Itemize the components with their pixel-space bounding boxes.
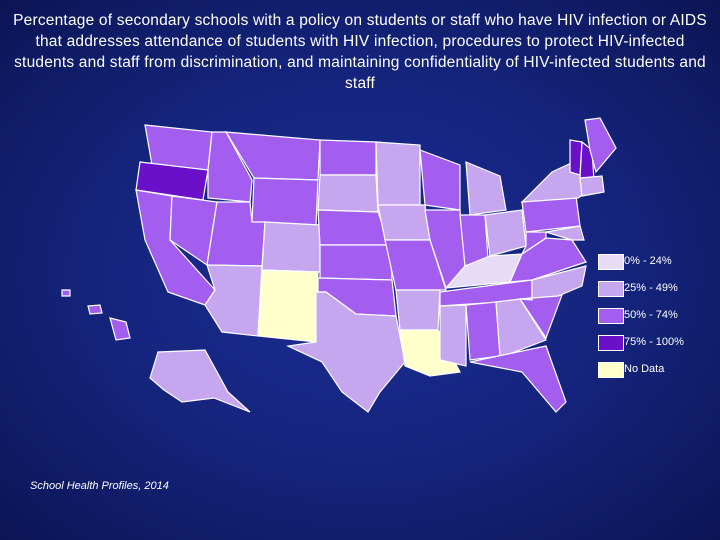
state <box>484 209 527 257</box>
state <box>465 301 501 361</box>
state <box>469 345 567 413</box>
state <box>419 149 461 211</box>
legend-label: 25% - 49% <box>624 282 678 294</box>
legend-swatch <box>598 281 624 297</box>
state <box>319 139 377 176</box>
legend-swatch <box>598 362 624 378</box>
title: Percentage of secondary schools with a p… <box>13 12 707 92</box>
state <box>520 231 547 256</box>
state <box>579 175 605 197</box>
state <box>261 221 321 273</box>
legend-label: 75% - 100% <box>624 336 684 348</box>
state <box>319 244 393 281</box>
state <box>584 117 617 174</box>
state <box>395 289 441 331</box>
state <box>384 239 447 291</box>
legend-swatch <box>598 254 624 270</box>
source-note: School Health Profiles, 2014 <box>30 480 169 492</box>
legend-swatch <box>598 308 624 324</box>
state <box>87 304 103 315</box>
state <box>545 225 585 241</box>
legend-label: No Data <box>624 363 665 375</box>
state <box>375 141 421 206</box>
state <box>519 265 587 301</box>
state <box>149 349 251 413</box>
state <box>495 298 547 357</box>
state <box>399 329 461 377</box>
state <box>61 289 71 297</box>
state <box>257 269 319 343</box>
state <box>439 304 467 367</box>
legend-swatch <box>598 335 624 351</box>
state <box>204 264 263 337</box>
state <box>377 204 431 241</box>
legend-label: 50% - 74% <box>624 309 678 321</box>
state <box>465 161 507 216</box>
state <box>444 253 523 289</box>
state <box>317 174 379 213</box>
legend-label: 0% - 24% <box>624 255 672 267</box>
state <box>285 291 406 413</box>
state <box>317 209 391 246</box>
state <box>109 317 131 341</box>
state <box>251 177 319 226</box>
